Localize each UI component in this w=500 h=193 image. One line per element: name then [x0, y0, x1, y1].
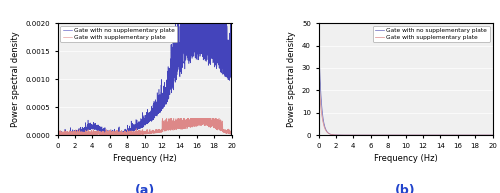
Gate with supplementary plate [223, 132, 229, 135]
Gate with supplementary plate [137, 131, 143, 133]
Gate with no supplementary plate [398, 134, 404, 136]
X-axis label: Frequency (Hz): Frequency (Hz) [374, 154, 438, 163]
Gate with supplementary plate [388, 134, 394, 136]
Gate with no supplementary plate [388, 134, 394, 136]
Line: Gate with no supplementary plate: Gate with no supplementary plate [58, 23, 232, 135]
Legend: Gate with no supplementary plate, Gate with supplementary plate: Gate with no supplementary plate, Gate w… [373, 26, 490, 42]
Gate with supplementary plate [442, 134, 448, 136]
Text: (b): (b) [395, 184, 416, 193]
Legend: Gate with no supplementary plate, Gate with supplementary plate: Gate with no supplementary plate, Gate w… [60, 26, 177, 42]
Y-axis label: Power spectral density: Power spectral density [10, 31, 20, 127]
Gate with no supplementary plate [390, 134, 396, 136]
Gate with supplementary plate [316, 67, 322, 69]
Gate with no supplementary plate [484, 134, 490, 136]
Gate with supplementary plate [129, 133, 135, 135]
Gate with supplementary plate [54, 133, 60, 135]
Gate with no supplementary plate [316, 26, 322, 29]
Gate with no supplementary plate [476, 134, 482, 136]
Gate with no supplementary plate [129, 129, 135, 131]
Gate with supplementary plate [214, 129, 220, 131]
Gate with supplementary plate [398, 134, 404, 136]
Gate with supplementary plate [390, 134, 396, 136]
Text: (a): (a) [134, 184, 154, 193]
Gate with no supplementary plate [54, 131, 60, 134]
Gate with no supplementary plate [128, 129, 134, 131]
Gate with no supplementary plate [137, 125, 143, 128]
Line: Gate with supplementary plate: Gate with supplementary plate [318, 68, 492, 135]
Gate with no supplementary plate [442, 134, 448, 136]
Gate with no supplementary plate [474, 134, 480, 136]
Gate with supplementary plate [487, 134, 493, 136]
Gate with supplementary plate [476, 134, 482, 136]
Gate with supplementary plate [484, 134, 490, 136]
Gate with no supplementary plate [181, 62, 187, 64]
Gate with supplementary plate [228, 133, 234, 135]
X-axis label: Frequency (Hz): Frequency (Hz) [112, 154, 176, 163]
Gate with supplementary plate [181, 125, 187, 127]
Gate with supplementary plate [490, 134, 496, 136]
Gate with no supplementary plate [55, 134, 61, 136]
Gate with supplementary plate [164, 117, 170, 119]
Gate with no supplementary plate [172, 22, 178, 24]
Line: Gate with no supplementary plate: Gate with no supplementary plate [318, 28, 492, 135]
Gate with no supplementary plate [228, 60, 234, 62]
Y-axis label: Power spectral density: Power spectral density [288, 31, 296, 127]
Line: Gate with supplementary plate: Gate with supplementary plate [58, 118, 232, 135]
Gate with no supplementary plate [214, 41, 220, 44]
Gate with no supplementary plate [223, 65, 229, 68]
Gate with supplementary plate [78, 134, 84, 136]
Gate with supplementary plate [128, 130, 134, 133]
Gate with no supplementary plate [490, 134, 496, 136]
